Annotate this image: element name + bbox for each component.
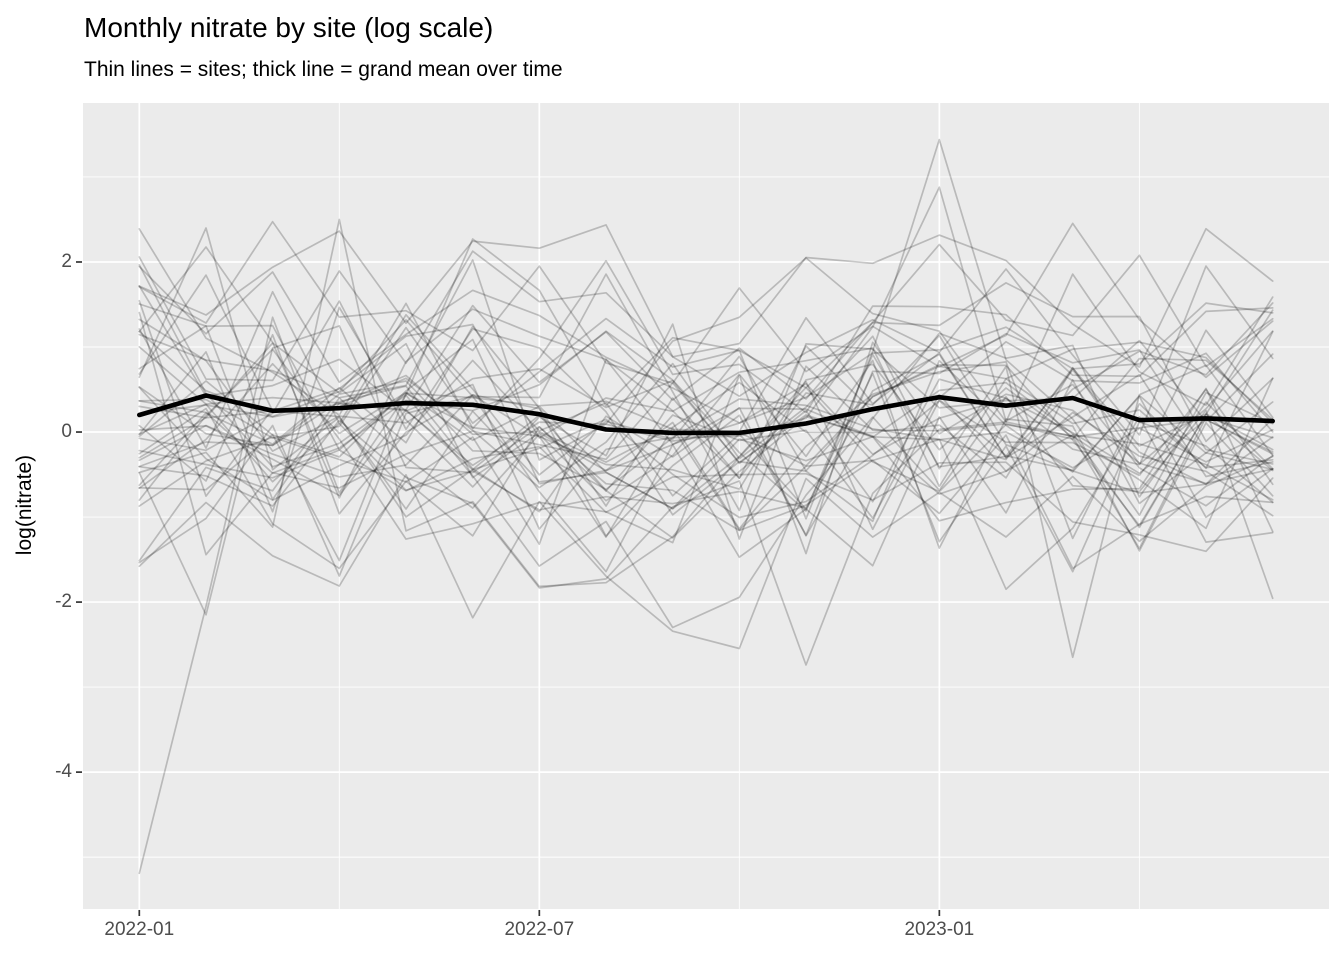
site-line — [138, 238, 1274, 468]
site-line — [138, 318, 1274, 503]
site-line — [138, 309, 1274, 501]
site-line — [138, 246, 1274, 499]
site-line — [138, 405, 1274, 539]
grand-mean-line — [136, 393, 1275, 436]
site-line — [138, 395, 1274, 519]
site-line — [138, 455, 1274, 650]
site-line — [138, 316, 1274, 875]
site-line — [138, 186, 1274, 507]
site-line — [138, 220, 1274, 385]
site-line — [138, 273, 1274, 512]
x-tick-label: 2022-07 — [504, 919, 575, 940]
y-tick-label: 0 — [61, 421, 72, 443]
site-line — [138, 372, 1274, 573]
site-line — [138, 325, 1274, 507]
site-line — [138, 332, 1274, 537]
site-line — [138, 265, 1274, 424]
site-line — [138, 218, 1274, 588]
y-tick-label: -2 — [55, 591, 72, 613]
site-line — [138, 392, 1274, 591]
site-line — [138, 359, 1274, 562]
site-line — [138, 224, 1274, 368]
y-tick-label: 2 — [61, 250, 72, 272]
site-line — [138, 342, 1274, 479]
site-line — [138, 330, 1274, 540]
site-line — [138, 341, 1274, 555]
site-line — [138, 257, 1274, 461]
site-line — [138, 274, 1274, 488]
site-line — [138, 330, 1274, 512]
y-tick-label: -4 — [55, 761, 72, 783]
site-line — [138, 362, 1274, 531]
site-line — [138, 227, 1274, 533]
site-line — [138, 138, 1274, 520]
site-line — [138, 325, 1274, 616]
site-line — [138, 311, 1274, 556]
x-tick-label: 2023-01 — [904, 919, 975, 940]
site-line — [138, 363, 1274, 490]
site-line — [138, 353, 1274, 511]
site-line — [138, 290, 1274, 476]
x-tick-label: 2022-01 — [104, 919, 175, 940]
site-line — [138, 407, 1274, 570]
site-line — [138, 285, 1274, 530]
site-line — [138, 302, 1274, 459]
site-line — [138, 416, 1274, 666]
chart-title: Monthly nitrate by site (log scale) — [84, 12, 494, 43]
site-line — [138, 364, 1274, 527]
chart-subtitle: Thin lines = sites; thick line = grand m… — [84, 58, 563, 81]
site-line — [138, 250, 1274, 436]
site-line — [138, 300, 1274, 523]
site-line — [138, 282, 1274, 443]
site-line — [138, 445, 1274, 553]
plot-panel — [83, 103, 1329, 909]
